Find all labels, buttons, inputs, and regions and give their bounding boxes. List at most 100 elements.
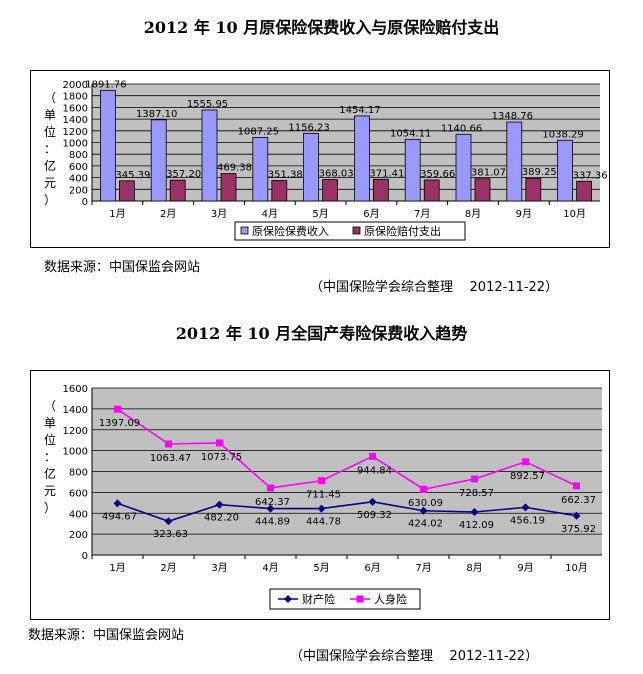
y-axis-label: 位 [44,124,56,139]
data-label: 444.89 [255,517,290,528]
data-label: 509.32 [357,510,392,521]
data-label: 323.63 [153,529,188,540]
bar [271,180,288,202]
x-tick-label: 8月 [465,208,481,220]
chart2-frame: 0 200 400 600 800 1000 1200 1400 1600 1月 2月 3月 4月 5月 6… [30,370,610,624]
y-tick-label: 1600 [63,384,88,395]
data-point [470,507,479,516]
x-tick-label: 6月 [364,562,380,574]
y-tick-label: 1000 [63,447,88,458]
data-point [164,517,173,526]
y-tick-label: 800 [69,468,88,479]
data-label: 1054.11 [390,128,431,139]
x-tick-label: 3月 [211,562,227,574]
y-tick-label: 1000 [63,139,88,150]
data-point [420,485,427,493]
bar [201,109,218,202]
x-tick-label: 5月 [313,562,329,574]
data-point [471,475,478,483]
data-point [113,499,122,508]
data-label: 642.37 [255,497,290,508]
legend-swatch [240,226,249,235]
data-point [216,439,223,447]
y-axis-label: 单 [44,108,56,122]
chart1-frame: 0 200 400 600 800 1000 1200 1400 1600 1800 2000 1月 2… [30,70,610,252]
data-point [215,500,224,509]
y-tick-label: 2000 [63,80,88,91]
data-label: 1087.25 [238,126,279,137]
bar [303,132,320,202]
data-label: 728.57 [459,488,494,499]
y-axis-label: ） [44,193,56,207]
data-point [318,477,325,485]
x-tick-label: 1月 [109,562,125,574]
y-axis-label: （ [44,399,56,413]
data-label: 1156.23 [288,122,329,133]
data-label: 424.02 [408,519,443,530]
y-tick-label: 0 [82,551,88,562]
bar [506,121,523,202]
data-label: 630.09 [408,498,443,509]
data-label: 711.45 [306,490,341,501]
data-point [572,511,581,520]
data-label: 662.37 [561,495,596,506]
data-point [573,482,580,490]
y-axis-label: 单 [44,416,56,430]
data-point [266,504,275,513]
data-label: 469.38 [217,163,252,174]
data-label: 337.36 [573,170,608,181]
data-label: 456.19 [510,515,545,526]
x-tick-label: 2月 [160,208,176,220]
series-line [117,408,577,491]
y-axis-label: ： [44,142,56,156]
y-axis-label: 亿 [44,158,56,173]
data-point [369,452,376,460]
chart2-source-note: 数据来源：中国保监会网站 [28,628,185,643]
x-tick-label: 3月 [211,208,227,220]
y-tick-label: 200 [69,185,88,196]
y-tick-label: 400 [69,174,88,185]
y-tick-label: 800 [69,150,88,161]
y-tick-label: 1400 [63,115,88,126]
x-tick-label: 10月 [563,208,586,220]
bar [455,133,472,202]
chart1-credit-note: （中国保险学会综合整理 2012-11-22） [310,280,559,295]
bar [150,119,167,202]
x-tick-label: 1月 [109,208,125,220]
x-tick-label: 7月 [414,208,430,220]
x-tick-label: 10月 [565,562,588,574]
bar [404,138,421,202]
data-label: 351.38 [268,169,303,180]
y-axis-label: ） [44,501,56,515]
chart2-title: 2012 年 10 月全国产寿险保费收入趋势 [175,324,468,343]
bar [372,178,389,202]
bar [474,178,491,202]
y-tick-label: 600 [69,162,88,173]
bar [252,136,269,202]
y-tick-label: 1200 [63,127,88,138]
data-label: 357.20 [166,169,201,180]
bar [169,179,186,202]
x-tick-label: 9月 [517,562,533,574]
bar [220,173,237,202]
y-axis-label: 亿 [44,466,56,481]
bar [576,180,592,202]
data-label: 1348.76 [492,111,533,122]
x-tick-label: 6月 [363,208,379,220]
legend [234,221,466,241]
data-label: 368.03 [319,168,354,179]
data-point [522,458,529,466]
y-tick-label: 0 [82,197,88,208]
data-label: 359.66 [420,169,455,180]
y-tick-label: 1200 [63,426,88,437]
legend-marker [284,595,292,603]
legend-swatch [352,226,361,235]
data-point [267,484,274,492]
y-axis-label: ： [44,450,56,464]
legend-label: 原保险赔付支出 [364,224,441,238]
data-label: 345.39 [115,170,150,181]
bar [353,115,370,202]
y-tick-label: 1800 [63,92,88,103]
data-label: 1140.66 [441,123,482,134]
